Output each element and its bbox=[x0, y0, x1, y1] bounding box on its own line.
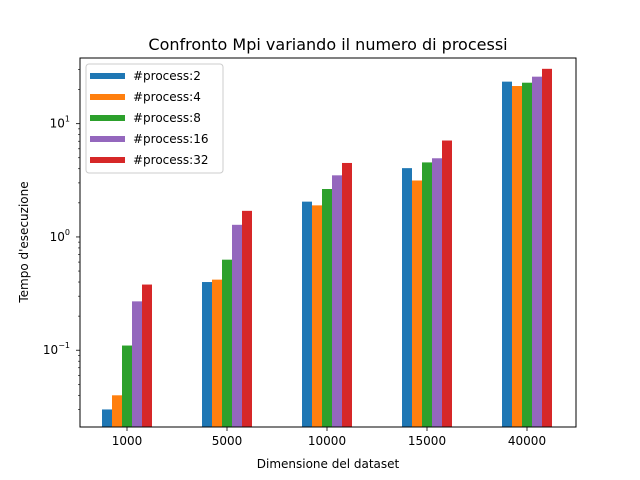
bar--process-8-15000 bbox=[422, 162, 432, 427]
legend-label-process-2: #process:2 bbox=[133, 69, 201, 83]
bar--process-32-15000 bbox=[442, 140, 452, 427]
legend-swatch-process-8 bbox=[90, 115, 125, 121]
bar--process-4-10000 bbox=[312, 205, 322, 427]
bar--process-32-40000 bbox=[542, 68, 552, 427]
y-tick-label: 100 bbox=[50, 228, 70, 244]
x-axis-label: Dimensione del dataset bbox=[257, 457, 400, 471]
bar--process-32-10000 bbox=[342, 162, 352, 427]
bar--process-16-40000 bbox=[532, 76, 542, 428]
bar--process-4-1000 bbox=[112, 395, 122, 427]
x-tick-label: 5000 bbox=[212, 434, 243, 448]
legend-swatch-process-4 bbox=[90, 94, 125, 100]
bar--process-2-40000 bbox=[502, 81, 512, 427]
legend-swatch-process-16 bbox=[90, 136, 125, 142]
bar--process-4-15000 bbox=[412, 180, 422, 427]
x-ticks: 1000 5000 10000 15000 40000 bbox=[112, 427, 546, 448]
legend-label-process-8: #process:8 bbox=[133, 111, 201, 125]
bar--process-16-15000 bbox=[432, 158, 442, 427]
bar--process-2-5000 bbox=[202, 282, 212, 427]
bar--process-4-5000 bbox=[212, 279, 222, 427]
legend-label-process-32: #process:32 bbox=[133, 153, 208, 167]
x-tick-label: 1000 bbox=[112, 434, 143, 448]
legend-box bbox=[85, 63, 224, 174]
bars-group bbox=[102, 68, 552, 428]
y-tick-label: 101 bbox=[50, 115, 70, 131]
bar--process-4-40000 bbox=[512, 86, 522, 428]
bar--process-2-10000 bbox=[302, 201, 312, 427]
x-tick-label: 10000 bbox=[308, 434, 346, 448]
bar--process-16-10000 bbox=[332, 175, 342, 427]
legend: #process:2 #process:4 #process:8 #process:1… bbox=[85, 63, 224, 174]
legend-swatch-process-2 bbox=[90, 73, 125, 79]
bar--process-16-1000 bbox=[132, 301, 142, 427]
bar--process-8-5000 bbox=[222, 259, 232, 427]
plot-frame bbox=[79, 57, 577, 428]
bar--process-32-5000 bbox=[242, 210, 252, 427]
legend-label-process-16: #process:16 bbox=[133, 132, 208, 146]
x-tick-label: 40000 bbox=[508, 434, 546, 448]
bar--process-32-1000 bbox=[142, 284, 152, 427]
bar--process-2-1000 bbox=[102, 409, 112, 427]
bar--process-8-1000 bbox=[122, 345, 132, 427]
x-tick-label: 15000 bbox=[408, 434, 446, 448]
y-axis-label: Tempo d'esecuzione bbox=[17, 181, 31, 303]
legend-label-process-4: #process:4 bbox=[133, 90, 201, 104]
chart-title: Confronto Mpi variando il numero di proc… bbox=[148, 35, 507, 54]
bar--process-16-5000 bbox=[232, 224, 242, 427]
y-ticks: 10−1 100 101 bbox=[43, 69, 80, 410]
bar--process-8-10000 bbox=[322, 189, 332, 427]
y-tick-label: 10−1 bbox=[43, 341, 70, 357]
bar--process-8-40000 bbox=[522, 82, 532, 427]
legend-swatch-process-32 bbox=[90, 157, 125, 163]
bar--process-2-15000 bbox=[402, 168, 412, 427]
